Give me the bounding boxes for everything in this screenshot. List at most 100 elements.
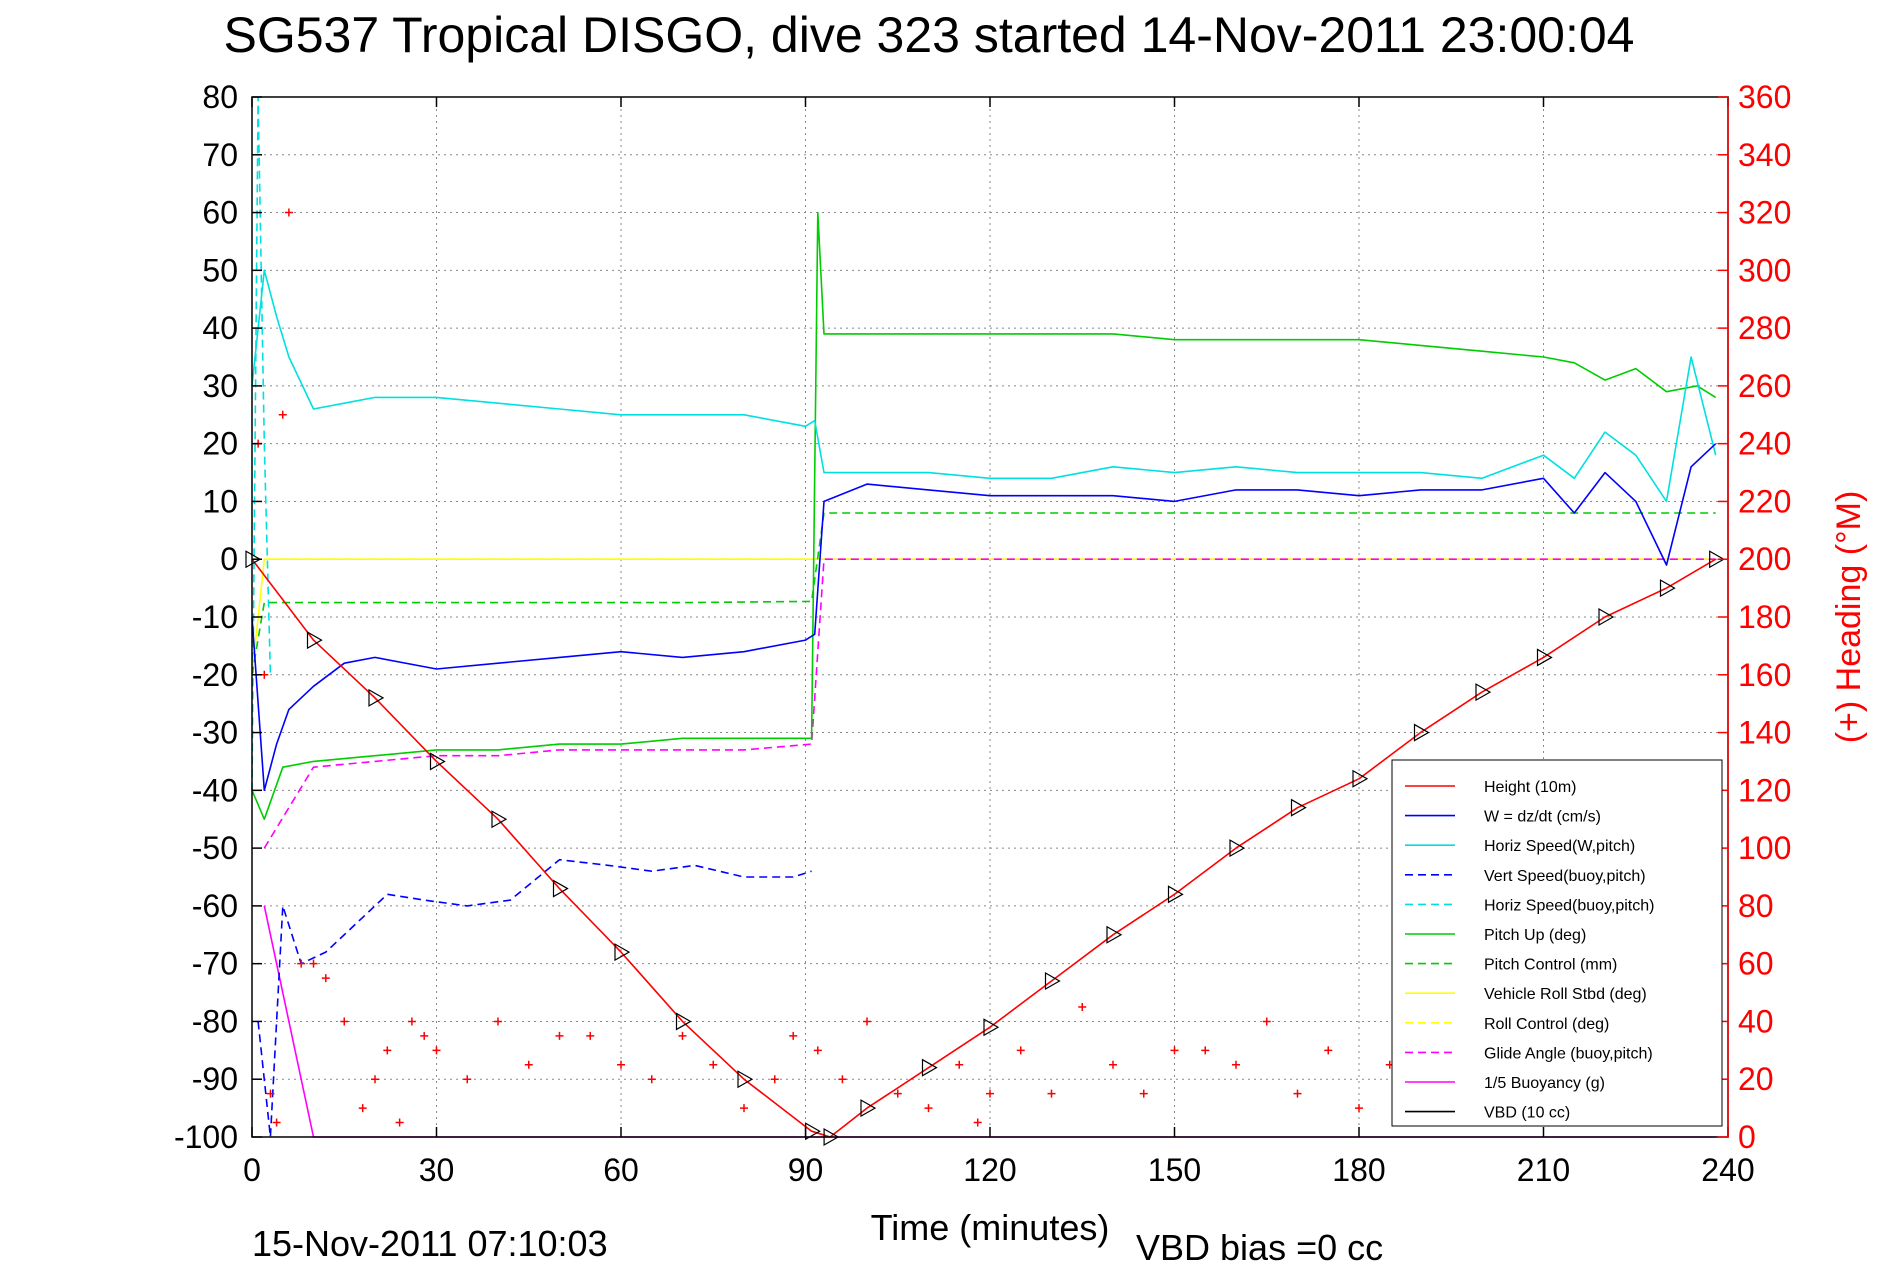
series-line-9 bbox=[263, 558, 1716, 849]
height-marker bbox=[1413, 723, 1430, 742]
heading-point bbox=[893, 1089, 902, 1098]
height-marker bbox=[614, 943, 631, 962]
legend-label: Height (10m) bbox=[1484, 779, 1576, 796]
y-right-tick-label: 180 bbox=[1738, 599, 1791, 635]
y-tick-label: 20 bbox=[202, 426, 238, 462]
series-line-0 bbox=[251, 558, 1717, 1138]
height-marker bbox=[552, 879, 569, 898]
heading-point bbox=[1262, 1017, 1271, 1026]
chart-title: SG537 Tropical DISGO, dive 323 started 1… bbox=[224, 7, 1635, 63]
heading-point bbox=[617, 1060, 625, 1069]
heading-point bbox=[432, 1046, 441, 1055]
heading-point bbox=[272, 1118, 281, 1127]
legend-label: VBD (10 cc) bbox=[1484, 1105, 1570, 1122]
y-right-tick-label: 260 bbox=[1738, 368, 1791, 404]
y-tick-label: 40 bbox=[202, 310, 238, 346]
legend-label: 1/5 Buoyancy (g) bbox=[1484, 1075, 1605, 1092]
height-marker bbox=[921, 1058, 938, 1077]
height-marker bbox=[1598, 607, 1615, 627]
heading-point bbox=[463, 1075, 472, 1084]
y-tick-label: -60 bbox=[192, 888, 238, 924]
heading-point bbox=[358, 1104, 367, 1113]
height-marker bbox=[1352, 769, 1369, 788]
y-tick-label: 10 bbox=[202, 483, 238, 519]
y-right-tick-label: 200 bbox=[1738, 541, 1791, 577]
heading-point bbox=[494, 1017, 502, 1026]
x-tick-label: 0 bbox=[243, 1152, 261, 1188]
heading-point bbox=[420, 1031, 429, 1040]
series-line-2 bbox=[251, 269, 1717, 503]
heading-point bbox=[678, 1031, 687, 1040]
legend-box bbox=[1391, 759, 1723, 1127]
y-right-tick-label: 300 bbox=[1738, 252, 1791, 288]
heading-point bbox=[297, 959, 306, 968]
y-tick-label: -10 bbox=[192, 599, 238, 635]
height-marker bbox=[1659, 579, 1676, 598]
legend: Height (10m) W = dz/dt (cm/s) Horiz Speed(… bbox=[1391, 759, 1723, 1127]
y-tick-label: -80 bbox=[192, 1003, 238, 1039]
x-tick-label: 30 bbox=[419, 1152, 455, 1188]
y-right-tick-label: 220 bbox=[1738, 483, 1791, 519]
height-marker bbox=[675, 1012, 692, 1031]
y-tick-label: -20 bbox=[192, 657, 238, 693]
legend-label: Horiz Speed(buoy,pitch) bbox=[1484, 897, 1654, 914]
y-tick-label: 70 bbox=[202, 137, 238, 173]
heading-point bbox=[278, 410, 287, 419]
y-right-tick-label: 20 bbox=[1738, 1061, 1774, 1097]
x-tick-label: 60 bbox=[603, 1152, 639, 1188]
ticks-layer: 0 30 60 90 120 150 180 210 24080706050403020100-… bbox=[174, 79, 1791, 1188]
x-axis-label: Time (minutes) bbox=[871, 1207, 1110, 1248]
heading-point bbox=[955, 1060, 964, 1069]
y-tick-label: -40 bbox=[192, 772, 238, 808]
x-tick-label: 210 bbox=[1517, 1152, 1570, 1188]
y-tick-label: 30 bbox=[202, 368, 238, 404]
y-tick-label: -100 bbox=[174, 1119, 238, 1155]
heading-point bbox=[555, 1031, 564, 1040]
y-tick-label: 80 bbox=[202, 79, 238, 115]
heading-point bbox=[1016, 1046, 1025, 1055]
height-marker bbox=[245, 550, 262, 569]
height-marker bbox=[1167, 885, 1184, 904]
footer-timestamp: 15-Nov-2011 07:10:03 bbox=[252, 1223, 608, 1262]
height-marker bbox=[491, 810, 508, 829]
y-right-tick-label: 80 bbox=[1738, 888, 1774, 924]
heading-point bbox=[973, 1118, 982, 1127]
x-tick-label: 120 bbox=[963, 1152, 1016, 1188]
height-marker bbox=[1106, 925, 1123, 944]
heading-point bbox=[1293, 1089, 1302, 1098]
heading-point bbox=[1170, 1046, 1179, 1055]
height-marker bbox=[306, 631, 323, 650]
y-right-tick-label: 120 bbox=[1738, 772, 1791, 808]
y-right-tick-label: 0 bbox=[1738, 1119, 1756, 1155]
legend-label: Pitch Control (mm) bbox=[1484, 957, 1617, 974]
heading-point bbox=[838, 1075, 847, 1084]
heading-point bbox=[586, 1031, 595, 1040]
height-marker bbox=[1290, 798, 1307, 817]
heading-point bbox=[1047, 1089, 1056, 1098]
height-marker bbox=[1709, 550, 1725, 569]
y-right-tick-label: 340 bbox=[1738, 137, 1791, 173]
height-marker bbox=[368, 688, 385, 707]
height-marker bbox=[983, 1018, 1000, 1037]
heading-point bbox=[371, 1075, 379, 1084]
y-right-tick-label: 140 bbox=[1738, 715, 1791, 751]
height-marker bbox=[860, 1099, 877, 1118]
series-line-1 bbox=[251, 443, 1717, 792]
heading-point bbox=[1109, 1060, 1117, 1069]
heading-point bbox=[524, 1060, 533, 1069]
heading-point bbox=[266, 1089, 275, 1098]
footer-vbd-bias: VBD bias =0 cc bbox=[1136, 1227, 1383, 1262]
height-marker bbox=[1475, 683, 1492, 702]
heading-point bbox=[863, 1017, 871, 1026]
y-right-tick-label: 60 bbox=[1738, 946, 1774, 982]
y-right-tick-label: 160 bbox=[1738, 657, 1791, 693]
series-line-5 bbox=[251, 211, 1717, 821]
heading-point bbox=[383, 1046, 392, 1055]
height-marker bbox=[1536, 648, 1553, 667]
legend-label: Vert Speed(buoy,pitch) bbox=[1484, 868, 1646, 885]
y-right-tick-label: 100 bbox=[1738, 830, 1791, 866]
height-marker bbox=[1229, 839, 1246, 858]
height-marker bbox=[1044, 971, 1061, 991]
y-right-tick-label: 240 bbox=[1738, 426, 1791, 462]
